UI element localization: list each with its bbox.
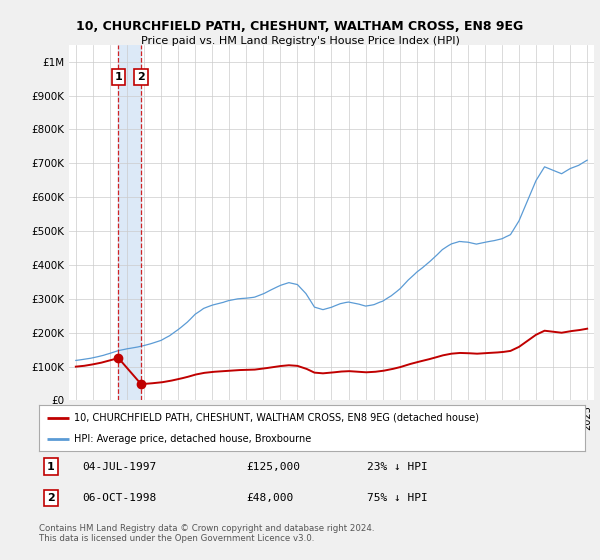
Text: 75% ↓ HPI: 75% ↓ HPI [367, 493, 427, 503]
Text: 04-JUL-1997: 04-JUL-1997 [83, 461, 157, 472]
Text: 2: 2 [137, 72, 145, 82]
Text: Price paid vs. HM Land Registry's House Price Index (HPI): Price paid vs. HM Land Registry's House … [140, 36, 460, 46]
Text: 06-OCT-1998: 06-OCT-1998 [83, 493, 157, 503]
Text: 1: 1 [115, 72, 122, 82]
Text: 2: 2 [47, 493, 55, 503]
Text: £48,000: £48,000 [247, 493, 294, 503]
Text: 1: 1 [47, 461, 55, 472]
Text: 10, CHURCHFIELD PATH, CHESHUNT, WALTHAM CROSS, EN8 9EG: 10, CHURCHFIELD PATH, CHESHUNT, WALTHAM … [76, 20, 524, 32]
Text: Contains HM Land Registry data © Crown copyright and database right 2024.
This d: Contains HM Land Registry data © Crown c… [39, 524, 374, 543]
Bar [118, 45, 141, 400]
Text: 23% ↓ HPI: 23% ↓ HPI [367, 461, 427, 472]
Text: £125,000: £125,000 [247, 461, 301, 472]
Text: 10, CHURCHFIELD PATH, CHESHUNT, WALTHAM CROSS, EN8 9EG (detached house): 10, CHURCHFIELD PATH, CHESHUNT, WALTHAM … [74, 413, 479, 423]
Text: HPI: Average price, detached house, Broxbourne: HPI: Average price, detached house, Brox… [74, 435, 312, 444]
